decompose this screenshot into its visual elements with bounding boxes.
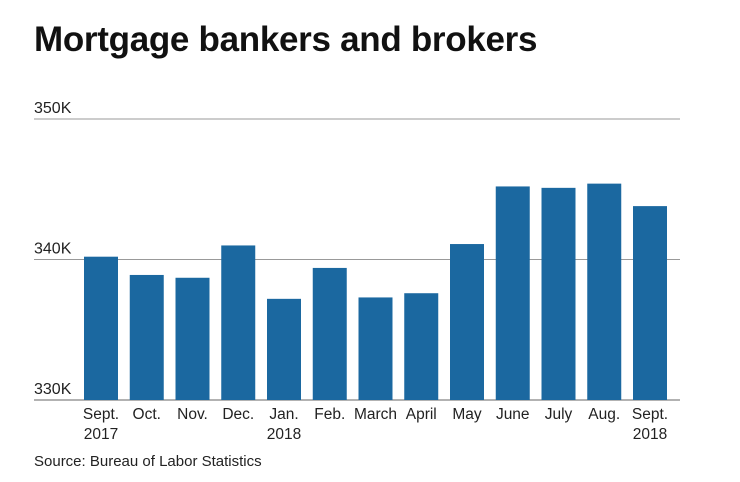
x-tick-label: March: [354, 406, 397, 423]
x-tick-label: April: [406, 406, 437, 423]
x-tick-label: Feb.: [314, 406, 345, 423]
x-tick-label: 2018: [267, 426, 301, 443]
bar: [267, 298, 301, 400]
bar: [129, 274, 164, 400]
bar: [404, 293, 439, 400]
bar: [221, 245, 256, 400]
y-axis-labels: 330K 340K 350K: [34, 100, 72, 398]
x-tick-label: June: [496, 406, 530, 423]
x-tick-label: Sept.: [83, 406, 119, 423]
bar: [587, 183, 622, 400]
x-tick-label: Jan.: [269, 406, 298, 423]
source-note: Source: Bureau of Labor Statistics: [34, 453, 262, 470]
x-tick-label: Dec.: [222, 406, 254, 423]
bar: [450, 244, 484, 400]
x-tick-label: Oct.: [133, 406, 161, 423]
x-tick-label: May: [452, 406, 482, 423]
x-tick-label: Sept.: [632, 406, 668, 423]
x-tick-label: Aug.: [588, 406, 620, 423]
bar-series: [84, 183, 667, 400]
bar: [495, 186, 530, 400]
bar: [84, 256, 118, 400]
bar: [541, 187, 576, 400]
bar: [175, 277, 210, 400]
x-tick-label: 2017: [84, 426, 118, 443]
bar: [312, 267, 347, 400]
y-tick-label: 340K: [34, 241, 72, 258]
y-tick-label: 350K: [34, 100, 72, 117]
x-tick-label: July: [545, 406, 573, 423]
y-tick-label: 330K: [34, 381, 72, 398]
chart-title: Mortgage bankers and brokers: [34, 20, 538, 59]
x-tick-label: Nov.: [177, 406, 208, 423]
x-tick-label: 2018: [633, 426, 667, 443]
x-axis-labels: Sept. 2017 Oct. Nov. Dec. Jan. 2018 Feb. March Ap…: [83, 406, 668, 443]
bar: [633, 206, 667, 400]
bar: [358, 297, 393, 400]
